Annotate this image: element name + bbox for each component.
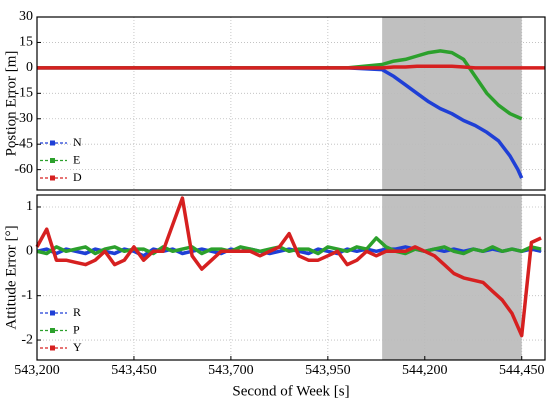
legend-marker: [50, 175, 55, 181]
x-tick-label: 543,450: [111, 363, 157, 378]
plot-frame: [36, 16, 546, 191]
legend-marker: [50, 310, 55, 316]
shaded-region: [382, 195, 522, 360]
y-tick-label: 1: [26, 199, 33, 214]
series-line: [35, 196, 542, 338]
y-tick-label: 0: [26, 244, 33, 259]
legend-label: Y: [73, 340, 82, 354]
legend-marker: [50, 140, 55, 146]
legend-marker: [50, 158, 55, 163]
legend-label: E: [73, 152, 80, 166]
x-tick-label: 543,200: [14, 363, 60, 378]
legend-label: D: [73, 170, 82, 184]
y-tick-label: -30: [14, 111, 33, 126]
plot-frame: [36, 194, 546, 361]
y-tick-label: 30: [19, 9, 33, 24]
series-line: [36, 236, 542, 256]
y-tick-label: -15: [14, 86, 33, 101]
y-axis-label: Attitude Error [°]: [3, 225, 19, 329]
legend-marker: [50, 328, 55, 333]
x-tick-label: 543,950: [305, 363, 351, 378]
y-tick-label: -2: [21, 332, 33, 347]
y-tick-label: -60: [14, 162, 33, 177]
y-tick-label: 15: [19, 35, 33, 50]
x-tick-label: 543,700: [208, 363, 254, 378]
legend-label: R: [73, 305, 81, 319]
legend-label: N: [73, 135, 82, 149]
series-line: [37, 64, 545, 70]
y-axis-label: Postion Error [m]: [3, 51, 19, 157]
x-tick-label: 544,200: [402, 363, 448, 378]
shaded-region: [382, 17, 522, 190]
y-tick-label: 0: [26, 60, 33, 75]
x-tick-label: 544,450: [499, 363, 545, 378]
legend-marker: [50, 345, 55, 351]
x-axis-label: Second of Week [s]: [232, 383, 349, 399]
y-tick-label: -45: [14, 136, 33, 151]
y-tick-label: -1: [21, 288, 33, 303]
legend-label: P: [73, 322, 80, 336]
